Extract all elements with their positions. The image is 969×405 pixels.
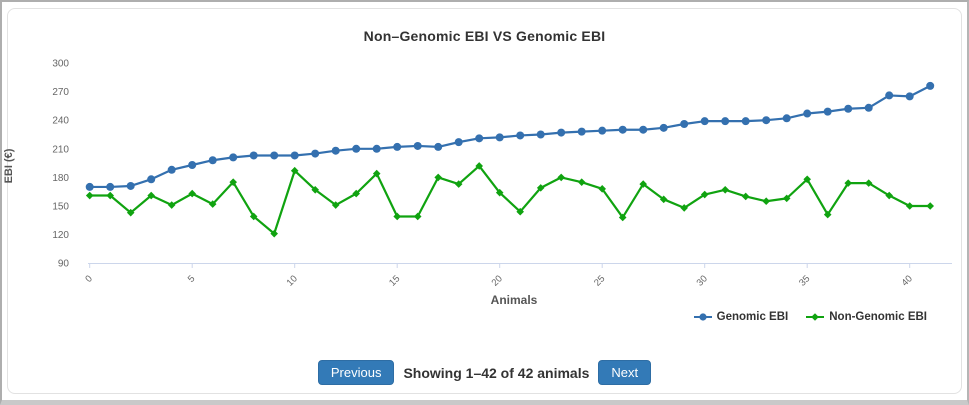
chart-legend: Genomic EBI Non-Genomic EBI [693, 311, 927, 323]
x-axis-title: Animals [490, 293, 538, 307]
pagination-bar: Previous Showing 1–42 of 42 animals Next [2, 360, 967, 385]
non-genomic-ebi-marker-icon [806, 313, 825, 321]
legend-item-non-genomic-ebi[interactable]: Non-Genomic EBI [806, 311, 927, 323]
pagination-status: Showing 1–42 of 42 animals [403, 364, 590, 381]
genomic-ebi-marker-icon [693, 313, 712, 321]
y-axis-title: EBI (€) [3, 148, 15, 184]
chart-card [7, 8, 962, 394]
chart-title: Non–Genomic EBI VS Genomic EBI [363, 28, 606, 44]
legend-label-genomic-ebi: Genomic EBI [716, 311, 789, 323]
legend-label-non-genomic-ebi: Non-Genomic EBI [829, 311, 927, 323]
legend-item-genomic-ebi[interactable]: Genomic EBI [693, 311, 789, 323]
previous-button[interactable]: Previous [317, 360, 395, 385]
next-button[interactable]: Next [598, 360, 652, 385]
